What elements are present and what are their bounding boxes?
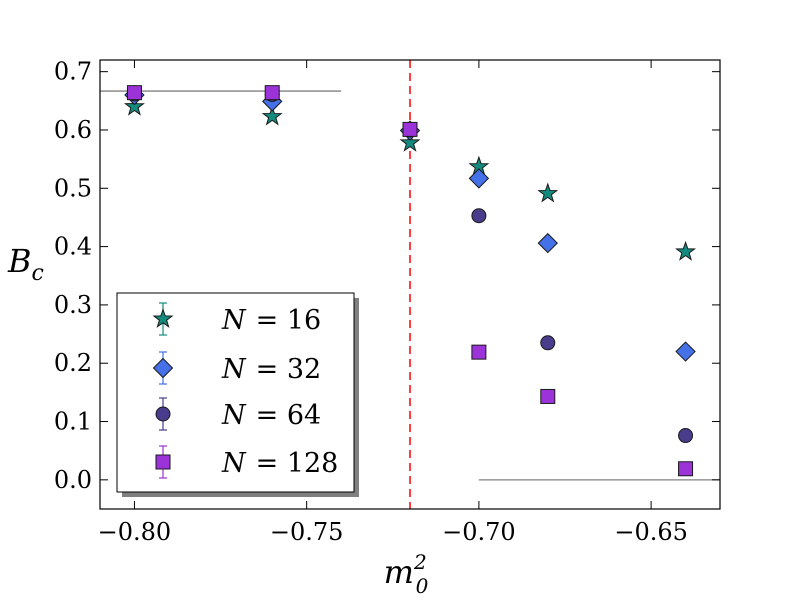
data-point-series-1: [468, 168, 490, 189]
legend-marker: [155, 454, 171, 470]
y-axis-label: Bc: [7, 242, 44, 286]
legend-label-var: N: [221, 354, 247, 385]
x-tick-label: −0.65: [614, 518, 688, 546]
data-point-series-3: [678, 461, 694, 477]
data-point-series-0: [399, 131, 421, 152]
data-point-series-3: [264, 85, 280, 101]
data-point-series-1: [675, 341, 696, 362]
axes: −0.80 −0.75 −0.70 −0.65 0.0 0.1 0.2 0.3 0.4 0.5 0.…: [54, 58, 721, 546]
y-tick-label: 0.7: [54, 58, 92, 86]
legend-marker: [152, 307, 174, 328]
data-point-series-3: [471, 344, 487, 360]
legend-label: N = 64: [221, 400, 321, 431]
x-axis-label: m2 0: [384, 550, 429, 598]
data-point-series-0: [537, 182, 559, 203]
legend-label-var: N: [221, 448, 247, 479]
legend-label: N = 128: [221, 448, 338, 479]
y-tick-label: 0.5: [54, 174, 92, 202]
data-point-series-2: [540, 335, 556, 351]
data-point-series-3: [126, 85, 142, 101]
legend-marker: [155, 406, 171, 422]
legend-label: N = 32: [221, 354, 321, 385]
x-axis-label-main: m: [384, 553, 414, 591]
x-axis-label-sup: 2: [413, 550, 427, 574]
x-tick-label: −0.70: [442, 518, 516, 546]
x-axis-label-sub: 0: [416, 574, 429, 598]
legend: N = 16 N = 32 N = 64 N = 128: [116, 292, 359, 497]
y-tick-label: 0.4: [54, 233, 92, 261]
x-tick-label: −0.80: [98, 518, 172, 546]
data-point-series-1: [537, 232, 558, 254]
x-tick-label: −0.75: [270, 518, 344, 546]
data-point-series-2: [471, 208, 487, 224]
data-point-series-0: [261, 105, 283, 126]
legend-label-var: N: [221, 400, 247, 431]
legend-label: N = 16: [221, 305, 321, 336]
data-point-series-0: [675, 240, 697, 261]
legend-label-eq: = 128: [256, 448, 339, 479]
y-axis-label-main: B: [7, 242, 32, 280]
legend-label-var: N: [221, 305, 247, 336]
data-point-series-3: [540, 388, 556, 404]
y-tick-label: 0.3: [54, 291, 92, 319]
legend-label-eq: = 64: [256, 400, 322, 431]
data-point-series-3: [402, 121, 418, 137]
legend-marker: [152, 357, 174, 379]
legend-label-eq: = 32: [256, 354, 322, 385]
y-tick-label: 0.2: [54, 349, 92, 377]
plot-frame: [99, 59, 721, 510]
data-point-series-2: [678, 428, 694, 444]
y-tick-label: 0.1: [54, 408, 92, 436]
data-points: [123, 84, 697, 477]
data-point-series-0: [123, 95, 145, 116]
y-tick-label: 0.6: [54, 116, 92, 144]
legend-label-eq: = 16: [256, 305, 322, 336]
y-tick-label: 0.0: [54, 466, 92, 494]
y-axis-label-sub: c: [32, 261, 44, 286]
